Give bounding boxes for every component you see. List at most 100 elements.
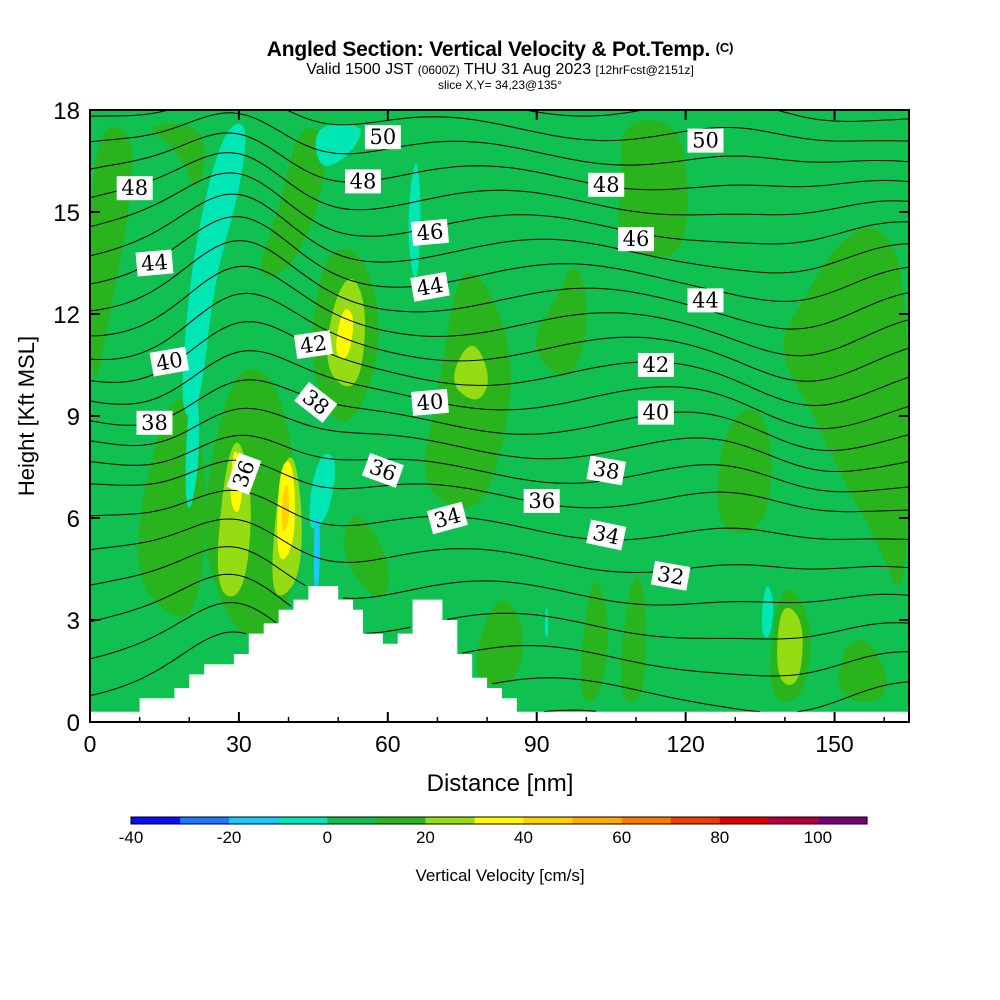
velocity-area-20 bbox=[454, 345, 488, 400]
colorbar-swatch bbox=[425, 817, 476, 824]
theta-isoline-47 bbox=[90, 172, 909, 245]
velocity-area-25 bbox=[281, 484, 290, 531]
theta-isoline-32 bbox=[90, 573, 909, 640]
isoline-label-box bbox=[293, 330, 333, 359]
colorbar-swatch bbox=[278, 817, 328, 824]
theta-isoline-42 bbox=[90, 292, 909, 382]
colorbar-frame bbox=[130, 816, 868, 825]
colorbar: -40 -20 0 20 40 60 80 100 bbox=[119, 816, 868, 847]
theta-isoline-39 bbox=[90, 379, 909, 451]
theta-isoline-30 bbox=[90, 631, 909, 713]
velocity-area-33 bbox=[313, 514, 320, 592]
theta-isoline-50 bbox=[90, 112, 909, 166]
isoline-label-box bbox=[136, 410, 173, 435]
isoline-label-box bbox=[523, 489, 560, 513]
velocity-area-30 bbox=[408, 163, 421, 279]
theta-isoline-49 bbox=[90, 132, 909, 191]
terrain-profile bbox=[90, 586, 909, 722]
x-tick-label: 120 bbox=[666, 731, 704, 757]
chart-subtitle: Valid 1500 JST (0600Z) THU 31 Aug 2023 [… bbox=[306, 61, 694, 78]
isoline-label-text: 40 bbox=[416, 389, 445, 415]
velocity-area-11 bbox=[621, 576, 646, 702]
colorbar-swatch bbox=[621, 817, 672, 824]
y-tick-label: 0 bbox=[67, 710, 80, 737]
isoline-label-box bbox=[637, 353, 674, 377]
isoline-label-text: 46 bbox=[416, 219, 445, 245]
isoline-label-box bbox=[426, 501, 468, 535]
theta-isoline-35 bbox=[90, 489, 909, 541]
y-tick-label: 9 bbox=[67, 404, 80, 431]
isoline-label: 50 bbox=[687, 128, 724, 153]
colorbar-swatch bbox=[719, 817, 770, 824]
isoline-label: 40 bbox=[411, 388, 449, 416]
x-tick-label: 90 bbox=[524, 731, 550, 757]
velocity-area-29 bbox=[315, 123, 361, 166]
isoline-label: 42 bbox=[637, 353, 674, 377]
isoline-label: 40 bbox=[637, 400, 674, 425]
colorbar-swatch bbox=[523, 817, 574, 824]
colorbar-tick-label: 0 bbox=[323, 828, 332, 847]
isoline-label-text: 44 bbox=[415, 273, 445, 301]
isoline-label-text: 32 bbox=[655, 562, 685, 590]
velocity-area-9 bbox=[476, 600, 524, 685]
x-tick-label: 30 bbox=[226, 731, 252, 757]
isoline-label-box bbox=[586, 455, 627, 486]
velocity-area-6 bbox=[343, 516, 390, 598]
isoline-label-text: 42 bbox=[643, 353, 670, 377]
isoline-label-text: 44 bbox=[140, 250, 169, 276]
theta-isoline-31 bbox=[90, 601, 909, 677]
colorbar-swatch bbox=[768, 817, 819, 824]
isoline-label-box bbox=[650, 560, 691, 591]
theta-isoline-34 bbox=[90, 518, 909, 574]
velocity-area-26 bbox=[182, 123, 246, 416]
x-tick-label: 0 bbox=[84, 731, 97, 757]
isoline-label-text: 40 bbox=[643, 401, 670, 425]
velocity-area-31 bbox=[761, 586, 774, 638]
colorbar-swatch bbox=[180, 817, 230, 824]
isoline-label: 38 bbox=[136, 410, 173, 435]
colorbar-tick-label: 40 bbox=[514, 828, 533, 847]
isoline-label: 34 bbox=[426, 501, 468, 535]
isoline-label: 48 bbox=[116, 176, 153, 201]
colorbar-tick-label: 100 bbox=[804, 828, 832, 847]
colorbar-swatch bbox=[327, 817, 377, 824]
velocity-area-13 bbox=[717, 409, 772, 534]
theta-isoline-43 bbox=[90, 265, 909, 357]
isoline-label-box bbox=[411, 218, 449, 246]
isoline-label-text: 38 bbox=[141, 411, 168, 435]
isoline-label-text: 38 bbox=[591, 456, 621, 484]
isoline-label-text: 48 bbox=[350, 169, 377, 193]
isoline-label-box bbox=[364, 125, 401, 150]
isoline-label-box bbox=[586, 519, 627, 551]
isoline-label-box bbox=[637, 400, 674, 425]
colorbar-swatch bbox=[376, 817, 426, 824]
isoline-label-box bbox=[687, 128, 724, 153]
theta-isoline-44 bbox=[90, 240, 909, 330]
theta-isoline-37 bbox=[90, 434, 909, 493]
velocity-area-28 bbox=[309, 453, 336, 529]
y-tick-label: 15 bbox=[53, 200, 80, 227]
x-axis-label: Distance [nm] bbox=[427, 770, 574, 797]
isoline-label-box bbox=[116, 176, 153, 201]
isoline-label: 46 bbox=[618, 227, 654, 252]
y-tick-label: 6 bbox=[67, 506, 80, 533]
isoline-label: 44 bbox=[135, 249, 174, 277]
colorbar-tick-label: 80 bbox=[710, 828, 729, 847]
x-tick-label: 150 bbox=[815, 731, 853, 757]
velocity-area-1 bbox=[152, 123, 205, 187]
colorbar-tick-label: -20 bbox=[217, 828, 242, 847]
theta-isoline-48 bbox=[90, 152, 909, 216]
isoline-label: 40 bbox=[149, 346, 190, 377]
theta-isoline-51 bbox=[90, 110, 909, 142]
isoline-label-box bbox=[149, 346, 190, 377]
theta-isoline-52 bbox=[523, 110, 909, 122]
isoline-label: 50 bbox=[364, 125, 401, 150]
isoline-label-text: 44 bbox=[692, 288, 719, 312]
isoline-label-text: 42 bbox=[298, 331, 328, 358]
velocity-area-4 bbox=[261, 128, 325, 277]
velocity-fills bbox=[90, 120, 909, 702]
velocity-area-12 bbox=[618, 120, 688, 257]
x-axis-ticks: 0 30 60 90 120 150 bbox=[84, 110, 885, 757]
colorbar-swatch bbox=[474, 817, 525, 824]
